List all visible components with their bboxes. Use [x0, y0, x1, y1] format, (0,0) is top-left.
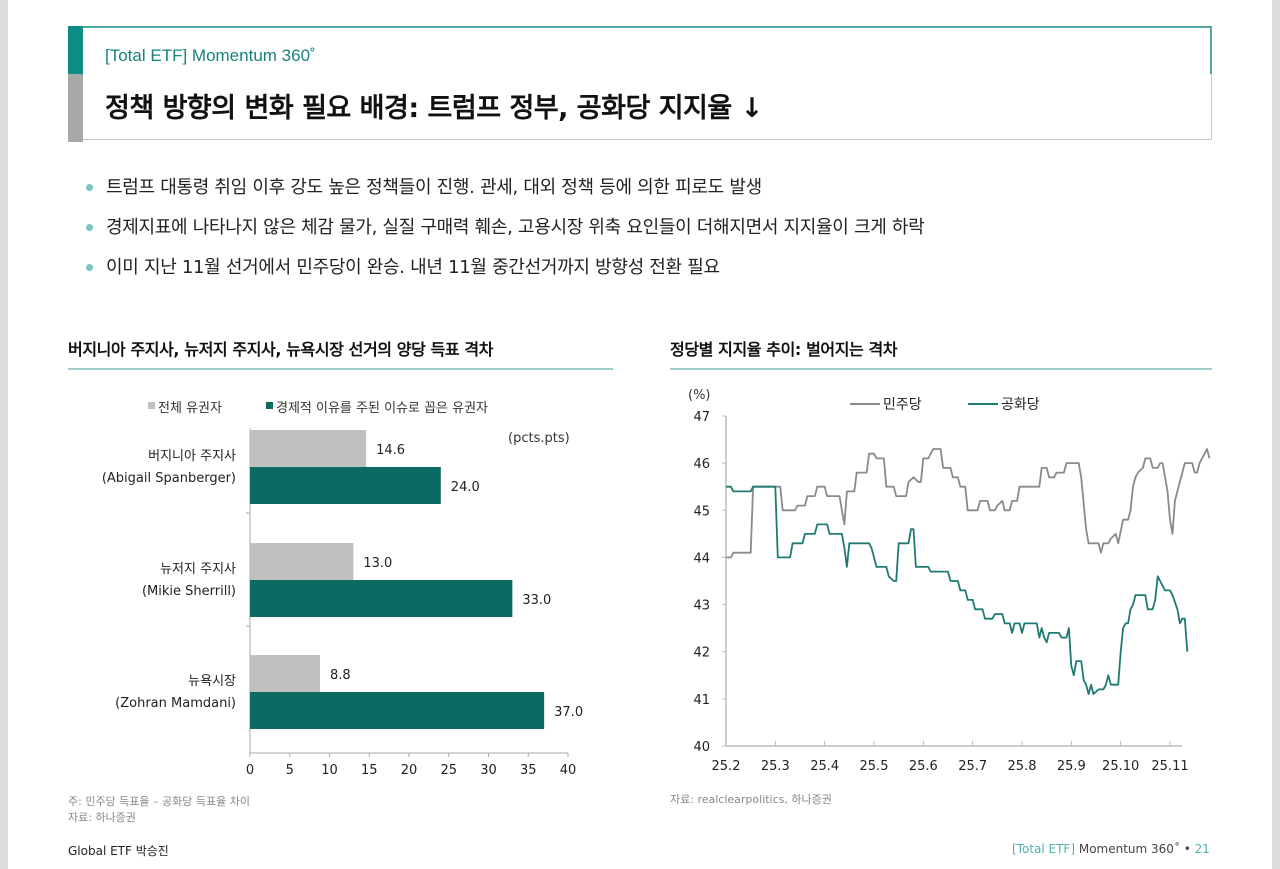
legend-swatch-all-voters: [148, 402, 155, 409]
series-line-democrat: [726, 448, 1211, 559]
series-line-republican: [726, 485, 1189, 696]
bar-economy-voters: [250, 467, 441, 504]
category-sublabel: (Zohran Mamdani): [115, 696, 236, 711]
category-sublabel: (Abigail Spanberger): [102, 471, 236, 486]
y-tick-label: 43: [693, 599, 710, 614]
bullet-item: 트럼프 대통령 취임 이후 강도 높은 정책들이 진행. 관세, 대외 정책 등…: [86, 168, 924, 208]
page-number: 21: [1194, 842, 1210, 856]
x-tick-label: 5: [286, 763, 294, 778]
footer-author: Global ETF 박승진: [68, 844, 169, 858]
legend-label-democrat: 민주당: [883, 397, 922, 413]
bullet-item: 이미 지난 11월 선거에서 민주당이 완승. 내년 11월 중간선거까지 방향…: [86, 248, 924, 288]
header-accent-teal: [68, 26, 83, 74]
bullet-dot-icon: [86, 224, 93, 231]
bar-label-all-voters: 13.0: [363, 556, 392, 571]
y-tick-label: 47: [693, 410, 710, 425]
category-label: 버지니아 주지사: [148, 449, 236, 464]
y-tick-label: 46: [693, 457, 710, 472]
bullet-text: 경제지표에 나타나지 않은 체감 물가, 실질 구매력 훼손, 고용시장 위축 …: [106, 217, 925, 238]
bullet-list: 트럼프 대통령 취임 이후 강도 높은 정책들이 진행. 관세, 대외 정책 등…: [86, 168, 925, 288]
x-tick-label: 25.11: [1151, 759, 1188, 774]
bar-label-economy-voters: 33.0: [522, 593, 551, 608]
bar-chart-note-line1: 주: 민주당 득표율 – 공화당 득표율 차이: [68, 795, 250, 808]
x-tick-label: 0: [246, 763, 254, 778]
page-title: 정책 방향의 변화 필요 배경: 트럼프 정부, 공화당 지지율 ↓: [105, 93, 763, 124]
x-tick-label: 35: [520, 763, 537, 778]
header-subtitle: [Total ETF] Momentum 360˚: [105, 46, 316, 65]
line-chart-rule: [670, 368, 1212, 370]
x-tick-label: 25.3: [761, 759, 790, 774]
bar-label-all-voters: 8.8: [330, 668, 351, 683]
footer-text: Momentum 360˚ •: [1075, 842, 1195, 856]
x-tick-label: 25: [440, 763, 457, 778]
x-tick-label: 25.4: [810, 759, 839, 774]
y-tick-label: 40: [693, 740, 710, 755]
page-edge-right: [1272, 0, 1280, 869]
bullet-text: 이미 지난 11월 선거에서 민주당이 완승. 내년 11월 중간선거까지 방향…: [106, 257, 720, 278]
bullet-dot-icon: [86, 184, 93, 191]
y-tick-label: 45: [693, 504, 710, 519]
bar-label-economy-voters: 37.0: [554, 705, 583, 720]
x-tick-label: 10: [321, 763, 338, 778]
y-tick-label: 42: [693, 646, 710, 661]
bar-chart-note: 주: 민주당 득표율 – 공화당 득표율 차이 자료: 하나증권: [68, 794, 250, 826]
unit-label: (pcts.pts): [508, 431, 570, 446]
bar-economy-voters: [250, 692, 545, 729]
line-chart: (%) 민주당 공화당 40 41 42 43 44 45 46 47 25.2 25.3 25.4 25.…: [688, 388, 1211, 774]
bullet-dot-icon: [86, 264, 93, 271]
header-accent-right: [1210, 26, 1212, 74]
bullet-text: 트럼프 대통령 취임 이후 강도 높은 정책들이 진행. 관세, 대외 정책 등…: [106, 177, 762, 198]
x-tick-label: 25.7: [958, 759, 987, 774]
x-tick-label: 25.5: [860, 759, 889, 774]
page-edge-left: [0, 0, 8, 869]
y-axis-unit: (%): [688, 388, 711, 403]
bullet-item: 경제지표에 나타나지 않은 체감 물가, 실질 구매력 훼손, 고용시장 위축 …: [86, 208, 925, 248]
bar-all-voters: [250, 543, 354, 580]
header-accent-grey: [68, 74, 83, 142]
x-tick-label: 40: [560, 763, 577, 778]
footer-bracket: [Total ETF]: [1012, 842, 1076, 856]
legend-label-all-voters: 전체 유권자: [158, 401, 222, 416]
bar-label-economy-voters: 24.0: [451, 480, 480, 495]
bar-chart-title: 버지니아 주지사, 뉴저지 주지사, 뉴욕시장 선거의 양당 득표 격차: [68, 340, 494, 359]
x-tick-label: 30: [480, 763, 497, 778]
y-tick-label: 41: [693, 693, 710, 708]
x-tick-label: 25.9: [1057, 759, 1086, 774]
x-tick-label: 25.6: [909, 759, 938, 774]
x-tick-label: 15: [361, 763, 378, 778]
bar-chart-note-line2: 자료: 하나증권: [68, 811, 136, 824]
legend-label-republican: 공화당: [1001, 397, 1040, 413]
category-sublabel: (Mikie Sherrill): [142, 584, 236, 599]
y-tick-label: 44: [693, 551, 710, 566]
line-chart-source: 자료: realclearpolitics, 하나증권: [670, 793, 832, 806]
bar-economy-voters: [250, 580, 513, 617]
bar-chart-rule: [68, 368, 613, 370]
bar-all-voters: [250, 430, 367, 467]
bar-label-all-voters: 14.6: [376, 443, 405, 458]
line-chart-title: 정당별 지지율 추이: 벌어지는 격차: [670, 340, 898, 359]
x-tick-label: 25.2: [712, 759, 741, 774]
legend-swatch-economy-voters: [266, 402, 273, 409]
category-label: 뉴저지 주지사: [160, 562, 236, 577]
category-label: 뉴욕시장: [188, 674, 236, 689]
legend-label-economy-voters: 경제적 이유를 주된 이슈로 꼽은 유권자: [276, 401, 488, 416]
bar-all-voters: [250, 655, 320, 692]
footer-brand: [Total ETF] Momentum 360˚ • 21: [1012, 842, 1210, 856]
x-tick-label: 20: [401, 763, 418, 778]
x-tick-label: 25.8: [1008, 759, 1037, 774]
header-box: [Total ETF] Momentum 360˚ 정책 방향의 변화 필요 배…: [68, 26, 1212, 142]
bar-chart: 전체 유권자 경제적 이유를 주된 이슈로 꼽은 유권자 (pcts.pts) 0 5 1…: [102, 401, 583, 778]
x-tick-label: 25.10: [1102, 759, 1139, 774]
